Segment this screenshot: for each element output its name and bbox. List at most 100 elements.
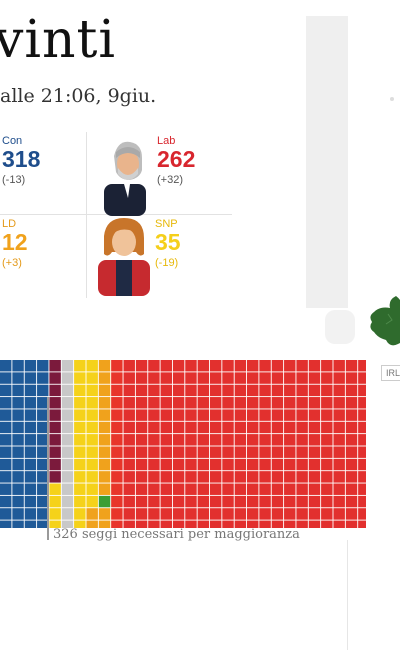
seat-cell	[284, 520, 296, 528]
seat-cell	[345, 495, 358, 508]
seat-cell	[345, 397, 358, 409]
seat-cell	[259, 397, 271, 409]
seat-cell	[61, 483, 74, 495]
seat-cell	[234, 471, 247, 483]
seat-cell	[160, 483, 172, 495]
seat-cell	[358, 360, 366, 372]
seat-cell	[86, 360, 98, 372]
seat-cell	[123, 421, 135, 434]
seat-cell	[160, 508, 172, 520]
seat-cell	[234, 421, 247, 434]
seat-cell	[234, 520, 247, 528]
seat-cell	[185, 508, 197, 520]
seat-cell	[37, 384, 49, 397]
seat-cell	[0, 409, 12, 421]
seat-cell	[172, 471, 185, 483]
seat-cell	[222, 446, 234, 458]
seat-cell	[111, 508, 123, 520]
seat-cell	[123, 458, 135, 471]
seat-cell	[271, 508, 284, 520]
seat-cell	[296, 508, 308, 520]
seat-cell	[0, 471, 12, 483]
seat-cell	[37, 471, 49, 483]
seat-cell	[24, 483, 37, 495]
seat-cell	[135, 434, 148, 446]
seat-cell	[86, 384, 98, 397]
seat-cell	[259, 384, 271, 397]
seat-cell	[234, 384, 247, 397]
seat-cell	[209, 372, 222, 384]
seat-cell	[333, 483, 345, 495]
seat-cell	[333, 384, 345, 397]
seat-cell	[160, 397, 172, 409]
seat-cell	[209, 446, 222, 458]
seat-cell	[185, 409, 197, 421]
seat-cell	[24, 421, 37, 434]
seat-cell	[296, 495, 308, 508]
seat-cell	[148, 421, 160, 434]
seat-cell	[222, 471, 234, 483]
seat-cell	[296, 471, 308, 483]
seat-cell	[135, 409, 148, 421]
seat-cell	[209, 458, 222, 471]
seat-cell	[111, 360, 123, 372]
seat-cell	[61, 495, 74, 508]
seat-cell	[135, 483, 148, 495]
seat-cell	[185, 384, 197, 397]
seat-cell	[259, 520, 271, 528]
seat-cell	[321, 409, 333, 421]
seat-cell	[61, 520, 74, 528]
map-label: IRL	[381, 365, 400, 381]
seat-cell	[98, 458, 111, 471]
seat-cell	[333, 397, 345, 409]
seat-cell	[271, 495, 284, 508]
seat-cell	[123, 446, 135, 458]
seat-cell	[160, 471, 172, 483]
seat-cell	[148, 458, 160, 471]
seat-cell	[247, 471, 259, 483]
seat-cell	[247, 508, 259, 520]
seat-cell	[247, 495, 259, 508]
ireland-map-shape	[370, 296, 400, 346]
seat-cell	[197, 458, 210, 471]
seat-cell	[86, 397, 98, 409]
update-time: alle 21:06, 9giu.	[0, 85, 157, 107]
seat-cell	[37, 360, 49, 372]
seat-cell	[123, 495, 135, 508]
seat-cell	[61, 471, 74, 483]
seat-cell	[321, 458, 333, 471]
seat-cell	[284, 372, 296, 384]
seat-cell	[111, 384, 123, 397]
seat-cell	[49, 434, 61, 446]
seat-cell	[12, 495, 24, 508]
seat-cell	[259, 483, 271, 495]
seat-cell	[234, 360, 247, 372]
seat-cell	[308, 471, 321, 483]
side-panel	[306, 16, 348, 308]
seat-cell	[358, 446, 366, 458]
seat-cell	[284, 458, 296, 471]
seat-cell	[135, 372, 148, 384]
snp-leader-avatar	[98, 218, 150, 296]
seat-cell	[247, 384, 259, 397]
seat-cell	[209, 409, 222, 421]
seat-cell	[172, 409, 185, 421]
seat-cell	[234, 458, 247, 471]
seat-cell	[209, 360, 222, 372]
seat-cell	[148, 372, 160, 384]
seat-cell	[148, 508, 160, 520]
seat-cell	[98, 508, 111, 520]
party-con: Con 318 (-13)	[2, 135, 40, 186]
seat-cell	[98, 384, 111, 397]
seat-cell	[160, 372, 172, 384]
seat-cell	[86, 520, 98, 528]
seat-cell	[284, 446, 296, 458]
seat-cell	[358, 508, 366, 520]
seat-cell	[61, 421, 74, 434]
seat-cell	[296, 384, 308, 397]
seat-cell	[197, 495, 210, 508]
seat-cell	[74, 458, 86, 471]
seat-cell	[345, 446, 358, 458]
seat-cell	[284, 421, 296, 434]
seat-cell	[209, 384, 222, 397]
